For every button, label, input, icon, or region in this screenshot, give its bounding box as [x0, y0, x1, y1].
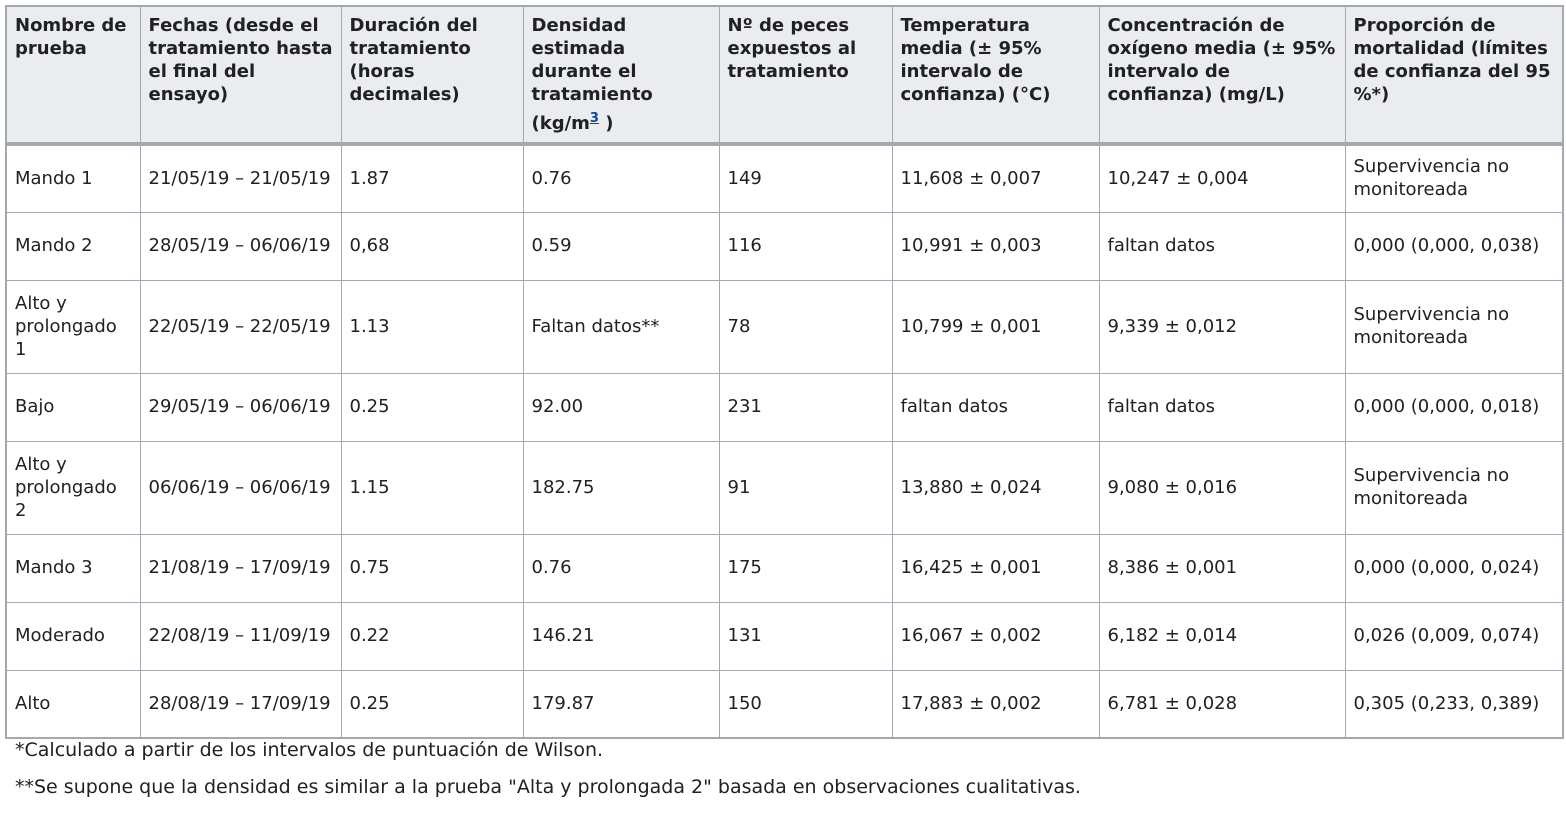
density-reference-link[interactable]: 3: [589, 111, 599, 126]
cell-oxygen: 6,182 ± 0,014: [1098, 601, 1346, 671]
cell-density: 182.75: [522, 440, 720, 535]
cell-duration: 0,68: [340, 211, 524, 281]
cell-mortality: Supervivencia no monitoreada: [1344, 143, 1564, 213]
cell-dates: 29/05/19 – 06/06/19: [139, 372, 342, 442]
cell-duration: 0.25: [340, 669, 524, 739]
cell-oxygen: 9,339 ± 0,012: [1098, 279, 1346, 374]
cell-fish-count: 91: [718, 440, 893, 535]
cell-mortality: 0,000 (0,000, 0,018): [1344, 372, 1564, 442]
cell-duration: 0.75: [340, 533, 524, 603]
table-row: Alto y prolongado 1 22/05/19 – 22/05/19 1.…: [5, 279, 1564, 374]
cell-mortality: 0,000 (0,000, 0,038): [1344, 211, 1564, 281]
cell-density: 0.76: [522, 143, 720, 213]
footnote-wilson: *Calculado a partir de los intervalos de…: [15, 739, 604, 761]
header-test-name: Nombre de prueba: [5, 5, 141, 146]
cell-density: 179.87: [522, 669, 720, 739]
cell-density: 0.76: [522, 533, 720, 603]
cell-oxygen: 10,247 ± 0,004: [1098, 143, 1346, 213]
cell-temperature: 16,067 ± 0,002: [891, 601, 1100, 671]
cell-dates: 21/05/19 – 21/05/19: [139, 143, 342, 213]
cell-test-name: Alto: [5, 669, 141, 739]
cell-oxygen: faltan datos: [1098, 372, 1346, 442]
cell-duration: 1.13: [340, 279, 524, 374]
cell-fish-count: 78: [718, 279, 893, 374]
header-row: Nombre de prueba Fechas (desde el tratam…: [5, 5, 1564, 146]
table-row: Moderado 22/08/19 – 11/09/19 0.22 146.21 131…: [5, 601, 1564, 671]
trials-table: Nombre de prueba Fechas (desde el tratam…: [5, 5, 1564, 739]
cell-fish-count: 231: [718, 372, 893, 442]
cell-fish-count: 175: [718, 533, 893, 603]
cell-mortality: 0,305 (0,233, 0,389): [1344, 669, 1564, 739]
cell-test-name: Alto y prolongado 2: [5, 440, 141, 535]
cell-test-name: Mando 1: [5, 143, 141, 213]
header-fish-count: Nº de peces expuestos al tratamiento: [718, 5, 893, 146]
cell-fish-count: 131: [718, 601, 893, 671]
cell-duration: 0.25: [340, 372, 524, 442]
cell-test-name: Mando 2: [5, 211, 141, 281]
cell-oxygen: 6,781 ± 0,028: [1098, 669, 1346, 739]
cell-duration: 1.15: [340, 440, 524, 535]
header-mortality: Proporción de mortalidad (límites de con…: [1344, 5, 1564, 146]
table-row: Mando 1 21/05/19 – 21/05/19 1.87 0.76 149 11,…: [5, 143, 1564, 213]
cell-dates: 22/05/19 – 22/05/19: [139, 279, 342, 374]
cell-mortality: 0,026 (0,009, 0,074): [1344, 601, 1564, 671]
table-row: Alto 28/08/19 – 17/09/19 0.25 179.87 150 17,8…: [5, 669, 1564, 739]
cell-fish-count: 116: [718, 211, 893, 281]
header-density-suffix: ): [598, 113, 614, 134]
cell-test-name: Bajo: [5, 372, 141, 442]
header-temperature: Temperatura media (± 95% intervalo de co…: [891, 5, 1100, 146]
header-duration: Duración del tratamiento (horas decimale…: [340, 5, 524, 146]
cell-mortality: 0,000 (0,000, 0,024): [1344, 533, 1564, 603]
cell-density: 0.59: [522, 211, 720, 281]
cell-fish-count: 150: [718, 669, 893, 739]
table-row: Bajo 29/05/19 – 06/06/19 0.25 92.00 231 falta…: [5, 372, 1564, 442]
cell-dates: 21/08/19 – 17/09/19: [139, 533, 342, 603]
cell-oxygen: 8,386 ± 0,001: [1098, 533, 1346, 603]
cell-test-name: Alto y prolongado 1: [5, 279, 141, 374]
cell-test-name: Moderado: [5, 601, 141, 671]
header-dates: Fechas (desde el tratamiento hasta el fi…: [139, 5, 342, 146]
cell-duration: 1.87: [340, 143, 524, 213]
cell-temperature: 10,991 ± 0,003: [891, 211, 1100, 281]
header-density: Densidad estimada durante el tratamiento…: [522, 5, 720, 146]
cell-fish-count: 149: [718, 143, 893, 213]
cell-mortality: Supervivencia no monitoreada: [1344, 279, 1564, 374]
cell-density: Faltan datos**: [522, 279, 720, 374]
cell-dates: 28/05/19 – 06/06/19: [139, 211, 342, 281]
cell-dates: 28/08/19 – 17/09/19: [139, 669, 342, 739]
header-oxygen: Concentración de oxígeno media (± 95% in…: [1098, 5, 1346, 146]
cell-temperature: faltan datos: [891, 372, 1100, 442]
cell-duration: 0.22: [340, 601, 524, 671]
cell-oxygen: faltan datos: [1098, 211, 1346, 281]
cell-temperature: 16,425 ± 0,001: [891, 533, 1100, 603]
cell-temperature: 11,608 ± 0,007: [891, 143, 1100, 213]
cell-mortality: Supervivencia no monitoreada: [1344, 440, 1564, 535]
table-body: Mando 1 21/05/19 – 21/05/19 1.87 0.76 149 11,…: [5, 143, 1564, 739]
footnote-density: **Se supone que la densidad es similar a…: [15, 776, 1081, 798]
cell-density: 92.00: [522, 372, 720, 442]
table-row: Alto y prolongado 2 06/06/19 – 06/06/19 1.…: [5, 440, 1564, 535]
cell-density: 146.21: [522, 601, 720, 671]
cell-temperature: 10,799 ± 0,001: [891, 279, 1100, 374]
cell-dates: 22/08/19 – 11/09/19: [139, 601, 342, 671]
cell-oxygen: 9,080 ± 0,016: [1098, 440, 1346, 535]
cell-temperature: 17,883 ± 0,002: [891, 669, 1100, 739]
cell-test-name: Mando 3: [5, 533, 141, 603]
table-row: Mando 2 28/05/19 – 06/06/19 0,68 0.59 116 10,…: [5, 211, 1564, 281]
table-container: Nombre de prueba Fechas (desde el tratam…: [5, 5, 1564, 739]
footnotes: *Calculado a partir de los intervalos de…: [15, 737, 1081, 811]
cell-temperature: 13,880 ± 0,024: [891, 440, 1100, 535]
header-density-text: Densidad estimada durante el tratamiento…: [531, 15, 653, 134]
cell-dates: 06/06/19 – 06/06/19: [139, 440, 342, 535]
table-row: Mando 3 21/08/19 – 17/09/19 0.75 0.76 175 16,…: [5, 533, 1564, 603]
